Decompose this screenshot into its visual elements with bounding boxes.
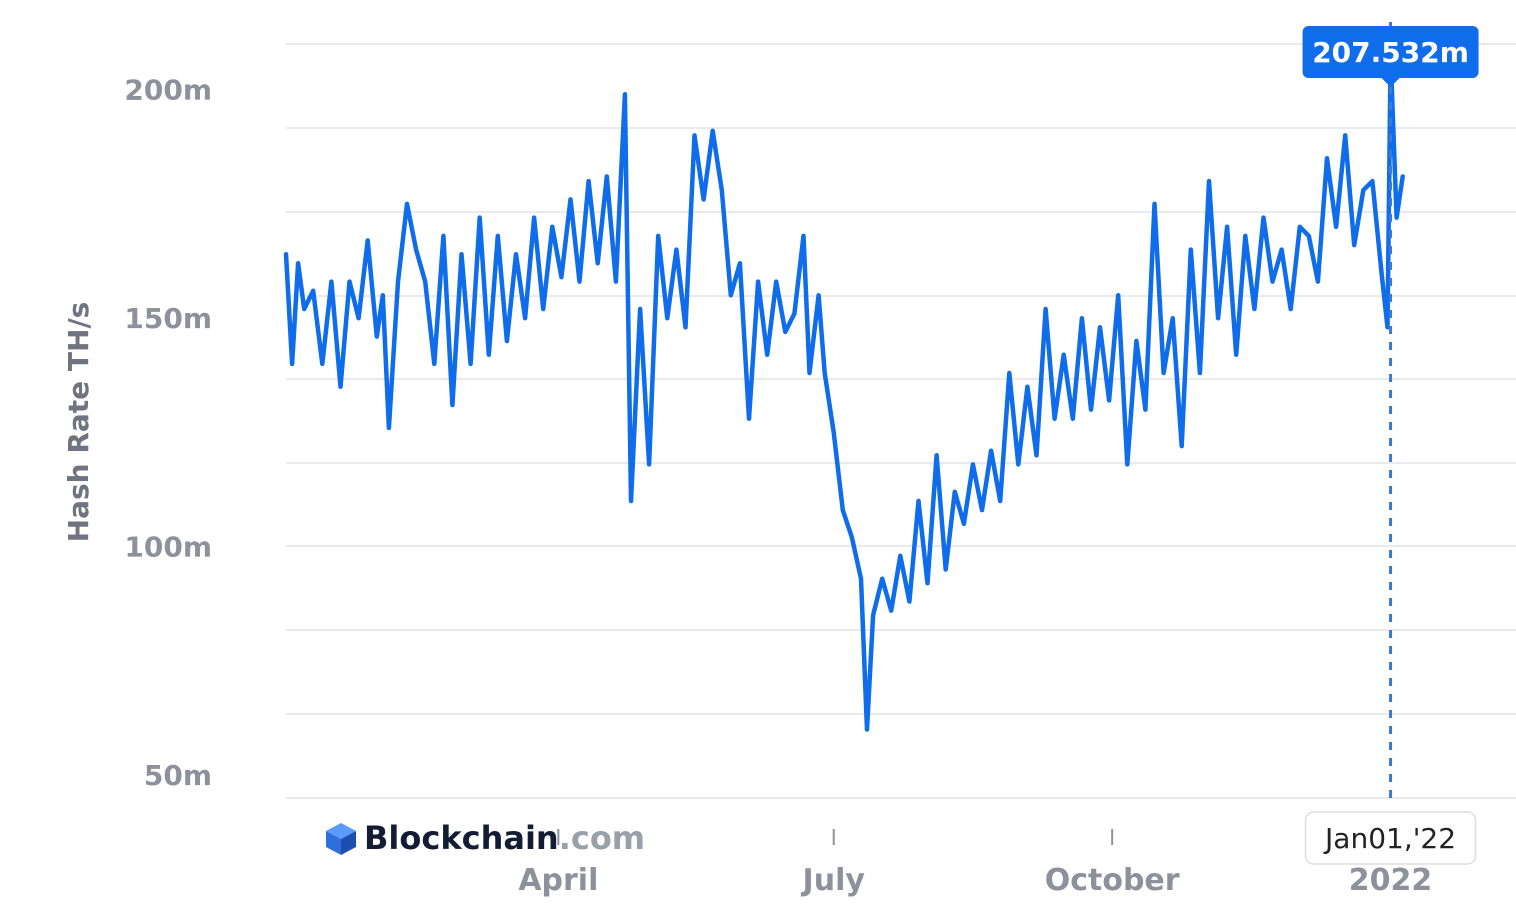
hover-x-label-text: Jan01,'22 <box>1323 822 1456 855</box>
value-tooltip-arrow <box>1381 78 1400 87</box>
blockchain-cube-icon <box>326 823 356 855</box>
brand-name: Blockchain <box>364 819 559 857</box>
brand-suffix: .com <box>559 819 645 857</box>
value-tooltip-box <box>1302 26 1479 78</box>
hover-x-label: Jan01,'22 <box>1304 811 1477 865</box>
value-tooltip-text: 207.532m <box>1312 36 1469 69</box>
blockchain-logo: Blockchain.com <box>326 819 645 857</box>
series-layer <box>283 53 1405 732</box>
y-axis-ticks: 50m 100m 150m 200m <box>124 74 212 792</box>
brand-text: Blockchain.com <box>364 819 645 857</box>
value-tooltip: 207.532m <box>1302 26 1479 87</box>
x-tick-label: October <box>1045 863 1180 898</box>
y-tick-label: 150m <box>124 302 212 335</box>
series-line-0 <box>283 53 1405 732</box>
hover-x-label-box <box>1304 811 1477 865</box>
y-axis-label: Hash Rate TH/s <box>62 302 95 543</box>
y-tick-label: 200m <box>124 74 212 107</box>
y-tick-label: 100m <box>124 531 212 564</box>
x-tick-label: April <box>518 863 598 898</box>
x-axis-ticks: April July October 2022 <box>518 829 1432 898</box>
y-tick-label: 50m <box>144 759 212 792</box>
gridlines <box>286 43 1516 799</box>
x-tick-label: July <box>801 863 866 898</box>
x-tick-label: 2022 <box>1349 863 1433 898</box>
